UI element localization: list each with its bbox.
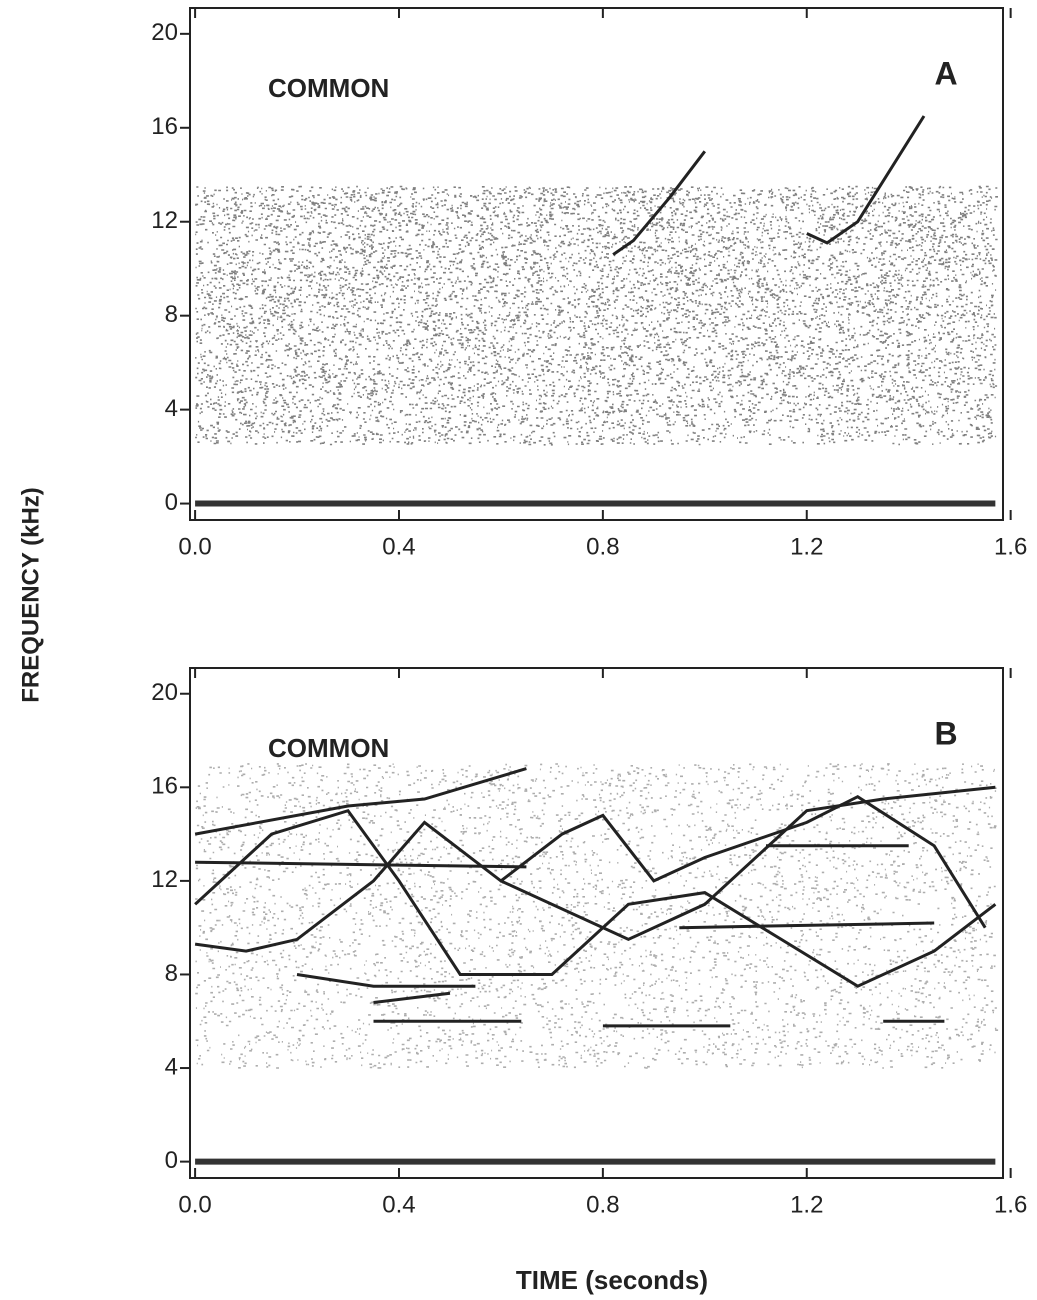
x-tick-label: 1.2 [790,1191,823,1218]
x-tick-label: 0.4 [382,1191,415,1218]
y-tick-label: 20 [151,679,178,706]
y-tick-label: 12 [151,207,178,234]
x-axis-label: TIME (seconds) [516,1265,708,1295]
trace [194,767,527,836]
x-tick-label: 0.0 [178,533,211,560]
y-tick-label: 4 [165,395,178,422]
spectrogram-texture [195,185,998,446]
plot-frame [189,667,1004,1179]
y-tick-label: 20 [151,19,178,46]
y-tick-label: 12 [151,866,178,893]
x-tick-label: 1.2 [790,533,823,560]
y-tick-label: 0 [165,489,178,516]
y-tick-label: 4 [165,1053,178,1080]
trace [500,785,996,942]
annotation: COMMON [268,733,389,763]
x-tick-label: 0.0 [178,1191,211,1218]
x-tick-label: 0.8 [586,1191,619,1218]
trace [679,921,935,930]
plot-frame [189,7,1004,521]
trace [612,150,706,256]
trace [194,794,987,953]
y-tick-label: 0 [165,1147,178,1174]
x-tick-label: 1.6 [994,533,1027,560]
trace [195,860,527,869]
panel-label: A [934,55,957,91]
x-tick-label: 1.6 [994,1191,1027,1218]
y-tick-label: 16 [151,113,178,140]
x-tick-label: 0.8 [586,533,619,560]
y-tick-label: 8 [165,301,178,328]
y-tick-label: 16 [151,773,178,800]
trace [194,808,997,988]
panel-label: B [934,715,957,751]
trace [806,115,926,245]
annotation: COMMON [268,73,389,103]
y-tick-label: 8 [165,960,178,987]
y-axis-label: FREQUENCY (kHz) [17,487,44,703]
trace [296,973,476,988]
trace [373,991,451,1004]
x-tick-label: 0.4 [382,533,415,560]
